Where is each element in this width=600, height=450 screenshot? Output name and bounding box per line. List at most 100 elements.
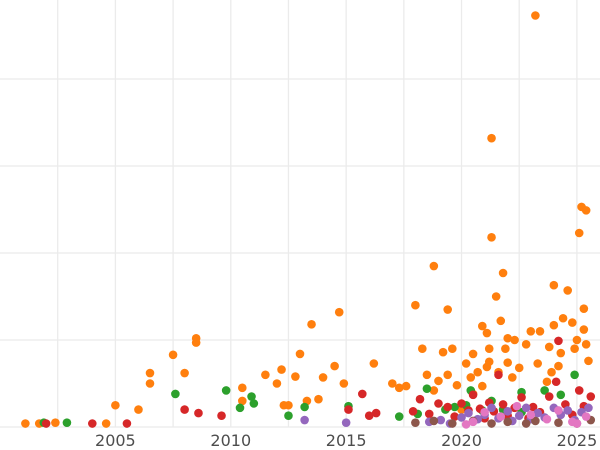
points-layer: [21, 11, 596, 429]
data-point: [122, 419, 132, 428]
data-point: [51, 418, 60, 427]
data-point: [535, 327, 545, 336]
data-point: [581, 340, 591, 349]
x-tick-label: 2015: [326, 431, 367, 450]
data-point: [448, 419, 457, 428]
data-point: [101, 419, 111, 428]
data-point: [554, 406, 563, 415]
data-point: [247, 392, 256, 401]
data-point: [554, 336, 563, 346]
x-tick-label: 2020: [441, 431, 482, 450]
data-point: [394, 412, 404, 421]
data-point: [450, 402, 459, 412]
data-point: [171, 389, 180, 399]
data-point: [468, 349, 478, 359]
data-point: [434, 399, 443, 408]
data-point: [457, 399, 466, 408]
data-point: [526, 410, 536, 420]
data-point: [581, 206, 591, 215]
data-point: [572, 419, 582, 428]
data-point: [480, 407, 489, 417]
data-point: [544, 342, 554, 352]
data-point: [457, 413, 466, 422]
data-point: [41, 419, 51, 428]
data-point: [533, 408, 542, 418]
data-point: [531, 416, 540, 426]
data-point: [556, 348, 566, 358]
data-point: [461, 359, 471, 368]
data-point: [422, 384, 432, 394]
data-point: [468, 390, 478, 400]
data-point: [388, 379, 397, 388]
data-point: [330, 361, 339, 371]
data-point: [424, 409, 434, 419]
data-point: [461, 420, 471, 429]
data-point: [584, 356, 593, 366]
data-point: [549, 320, 559, 330]
data-point: [238, 396, 247, 406]
data-point: [549, 280, 559, 290]
data-point: [145, 379, 155, 388]
data-point: [498, 400, 508, 409]
data-point: [436, 415, 446, 425]
data-point: [418, 344, 427, 354]
data-point: [503, 358, 512, 367]
data-point: [318, 373, 328, 382]
data-point: [521, 403, 531, 413]
data-point: [563, 406, 572, 415]
data-point: [191, 338, 201, 347]
data-point: [544, 392, 554, 401]
data-point: [572, 335, 582, 345]
data-point: [443, 305, 452, 314]
data-point: [570, 370, 579, 380]
data-point: [111, 400, 120, 410]
data-point: [558, 313, 568, 323]
data-point: [464, 408, 473, 418]
data-point: [484, 344, 494, 354]
data-point: [542, 377, 552, 387]
data-point: [487, 233, 496, 242]
x-tick-label: 2005: [95, 431, 136, 450]
data-point: [422, 370, 432, 380]
data-point: [401, 381, 411, 391]
data-point: [468, 417, 478, 427]
data-point: [364, 411, 374, 420]
data-point: [528, 402, 538, 412]
data-point: [307, 320, 316, 329]
data-point: [533, 359, 542, 368]
series-0: [21, 11, 593, 428]
data-point: [334, 307, 344, 317]
data-point: [168, 350, 178, 360]
data-point: [563, 286, 572, 295]
data-point: [466, 373, 476, 382]
data-point: [542, 414, 552, 424]
data-point: [314, 394, 323, 404]
data-point: [521, 340, 531, 349]
data-point: [238, 383, 247, 393]
data-point: [180, 405, 189, 414]
data-point: [503, 407, 512, 416]
data-point: [574, 386, 584, 395]
data-point: [415, 394, 425, 404]
data-point: [438, 347, 448, 357]
data-point: [369, 359, 379, 368]
data-point: [450, 412, 459, 421]
data-point: [300, 402, 309, 412]
data-point: [235, 403, 245, 413]
data-point: [443, 370, 452, 380]
series-5: [461, 401, 591, 429]
data-point: [429, 386, 439, 395]
data-point: [491, 292, 501, 301]
data-point: [180, 368, 189, 378]
data-point: [574, 228, 584, 238]
data-point: [556, 390, 566, 400]
data-point: [411, 418, 420, 427]
data-point: [284, 411, 293, 420]
data-point: [277, 365, 286, 374]
data-point: [484, 357, 494, 367]
data-point: [581, 412, 591, 421]
data-point: [358, 389, 367, 399]
data-point: [145, 368, 155, 378]
data-point: [221, 386, 231, 395]
